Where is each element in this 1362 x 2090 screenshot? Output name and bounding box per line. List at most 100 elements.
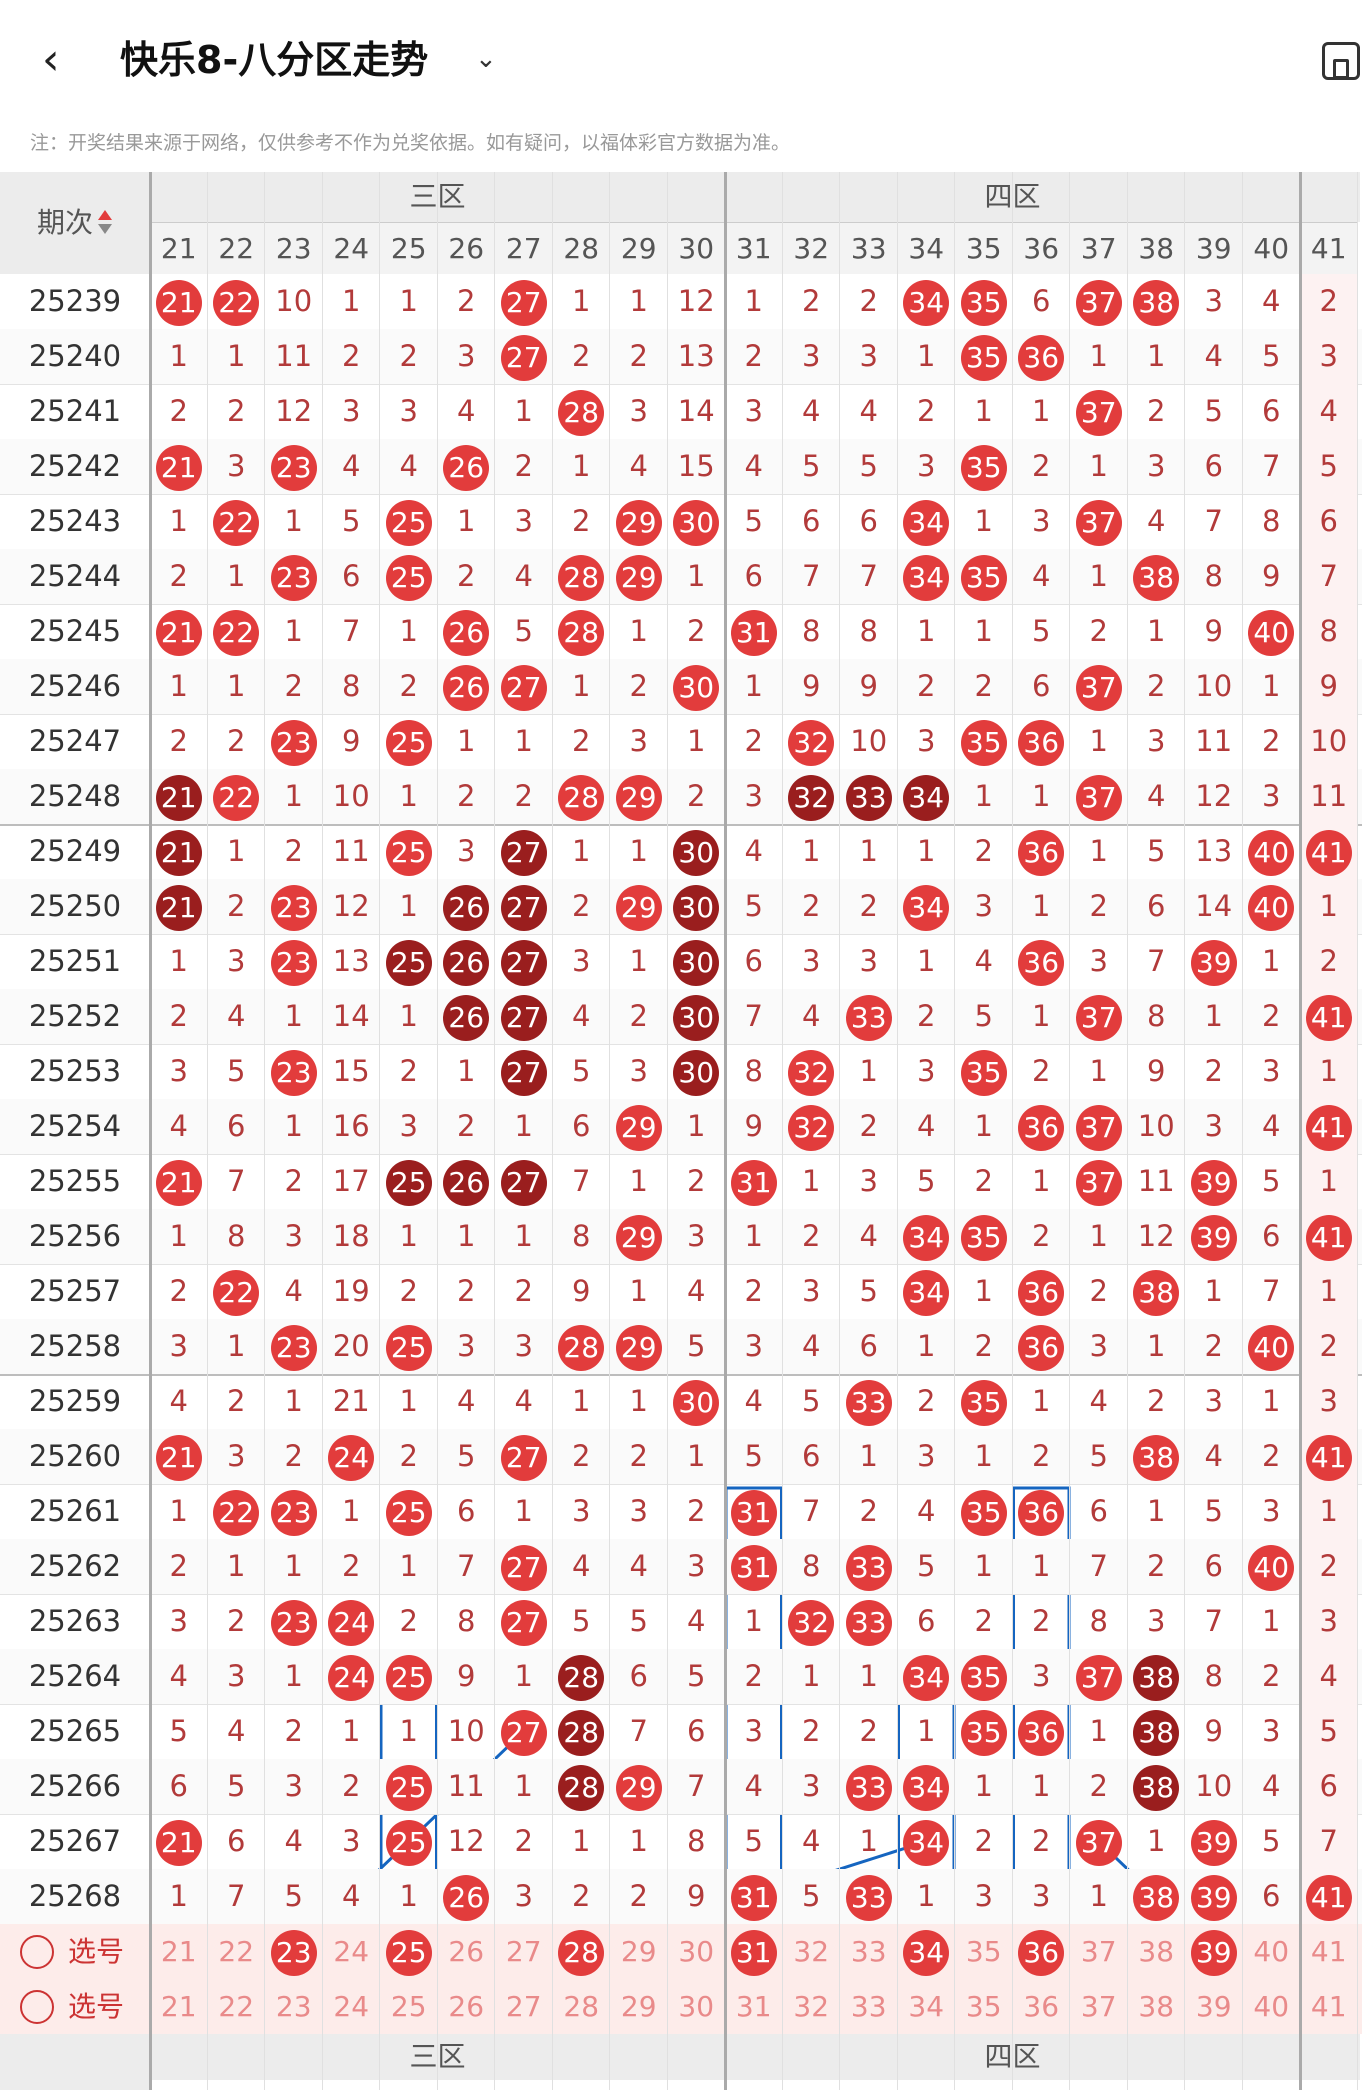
number-ball: 27	[500, 1050, 547, 1096]
trend-cell: 2	[227, 724, 246, 758]
pick-number[interactable]: 21	[160, 1935, 197, 1968]
radio-circle-icon[interactable]	[20, 1990, 54, 2024]
pick-number[interactable]: 25	[390, 1990, 427, 2023]
trend-cell: 3	[227, 1659, 246, 1693]
pick-number[interactable]: 28	[563, 1990, 600, 2023]
trend-cell: 1	[744, 1604, 763, 1638]
period-cell: 25258	[28, 1329, 122, 1363]
trend-cell: 28	[553, 769, 611, 824]
sort-icon[interactable]	[97, 210, 113, 238]
pick-number[interactable]: 35	[965, 1990, 1002, 2023]
trend-cell: 1	[1300, 1154, 1358, 1209]
pick-number[interactable]: 37	[1080, 1990, 1117, 2023]
pick-number[interactable]: 23	[265, 1924, 323, 1979]
pick-number[interactable]: 34	[908, 1990, 945, 2023]
selected-ball[interactable]: 36	[1018, 1930, 1065, 1976]
device-icon[interactable]	[1322, 42, 1360, 80]
pick-number[interactable]: 37	[1080, 1935, 1117, 1968]
pick-number[interactable]: 39	[1185, 1924, 1243, 1979]
pick-number[interactable]: 24	[333, 1990, 370, 2023]
pick-number[interactable]: 26	[448, 1990, 485, 2023]
pick-number[interactable]: 36	[1013, 1924, 1071, 1979]
column-header: 29	[610, 222, 668, 274]
number-ball: 29	[615, 1215, 662, 1261]
number-ball: 32	[788, 775, 835, 821]
period-header[interactable]: 期次	[0, 172, 150, 274]
trend-cell: 4	[687, 1274, 706, 1308]
pick-number[interactable]: 33	[850, 1990, 887, 2023]
pick-number[interactable]: 32	[793, 1935, 830, 1968]
selected-ball[interactable]: 25	[385, 1930, 432, 1976]
pick-number[interactable]: 34	[898, 1924, 956, 1979]
pick-row-label[interactable]: 选号	[0, 1924, 150, 1979]
number-ball: 35	[960, 1710, 1007, 1756]
trend-cell: 4	[457, 394, 476, 428]
pick-number[interactable]: 30	[678, 1990, 715, 2023]
selected-ball[interactable]: 34	[903, 1930, 950, 1976]
pick-number[interactable]: 22	[218, 1990, 255, 2023]
number-ball: 30	[673, 1050, 720, 1096]
radio-circle-icon[interactable]	[20, 1935, 54, 1969]
pick-number[interactable]: 29	[620, 1935, 657, 1968]
number-ball: 28	[558, 1710, 605, 1756]
selected-ball[interactable]: 28	[558, 1930, 605, 1976]
pick-number[interactable]: 35	[965, 1935, 1002, 1968]
trend-cell: 2	[802, 1219, 821, 1253]
selected-ball[interactable]: 39	[1190, 1930, 1237, 1976]
selected-ball[interactable]: 31	[730, 1930, 777, 1976]
pick-number[interactable]: 39	[1195, 1990, 1232, 2023]
pick-number[interactable]: 27	[505, 1990, 542, 2023]
pick-number[interactable]: 41	[1310, 1990, 1347, 2023]
trend-cell: 1	[802, 1659, 821, 1693]
pick-number[interactable]: 29	[620, 1990, 657, 2023]
trend-cell: 1	[1147, 1494, 1166, 1528]
number-ball: 38	[1133, 1655, 1180, 1701]
trend-cell: 32	[783, 714, 841, 769]
pick-number[interactable]: 31	[735, 1990, 772, 2023]
period-cell: 25255	[28, 1164, 122, 1198]
page-title[interactable]: 快乐8-八分区走势	[120, 38, 429, 82]
pick-number[interactable]: 32	[793, 1990, 830, 2023]
pick-number[interactable]: 38	[1138, 1935, 1175, 1968]
trend-cell: 33	[840, 1869, 898, 1924]
pick-row	[0, 1924, 1362, 1979]
pick-number[interactable]: 28	[553, 1924, 611, 1979]
pick-number[interactable]: 23	[275, 1990, 312, 2023]
pick-number[interactable]: 21	[160, 1990, 197, 2023]
trend-cell: 2	[1032, 1824, 1051, 1858]
number-ball: 28	[558, 1765, 605, 1811]
pick-number[interactable]: 40	[1253, 1990, 1290, 2023]
trend-cell: 1	[629, 1274, 648, 1308]
pick-number[interactable]: 38	[1138, 1990, 1175, 2023]
period-cell: 25264	[28, 1659, 122, 1693]
chevron-down-icon[interactable]: ⌄	[475, 44, 497, 74]
trend-cell: 1	[744, 1219, 763, 1253]
pick-number[interactable]: 41	[1310, 1935, 1347, 1968]
selected-ball[interactable]: 23	[270, 1930, 317, 1976]
pick-number[interactable]: 36	[1023, 1990, 1060, 2023]
back-arrow-icon[interactable]: ‹	[42, 34, 60, 85]
pick-number[interactable]: 31	[725, 1924, 783, 1979]
trend-cell: 27	[495, 989, 553, 1044]
trend-cell: 1	[1032, 1769, 1051, 1803]
pick-number[interactable]: 33	[850, 1935, 887, 1968]
pick-number[interactable]: 27	[505, 1935, 542, 1968]
column-divider	[379, 172, 380, 2090]
pick-number[interactable]: 40	[1253, 1935, 1290, 1968]
number-ball: 26	[443, 665, 490, 711]
trend-cell: 3	[1262, 779, 1281, 813]
number-ball: 22	[213, 280, 260, 326]
trend-cell: 1	[687, 724, 706, 758]
pick-number[interactable]: 25	[380, 1924, 438, 1979]
pick-number[interactable]: 30	[678, 1935, 715, 1968]
trend-cell: 1	[169, 669, 188, 703]
trend-cell: 3	[859, 944, 878, 978]
pick-number[interactable]: 22	[218, 1935, 255, 1968]
trend-cell: 1	[457, 1054, 476, 1088]
trend-cell: 8	[687, 1824, 706, 1858]
pick-number[interactable]: 24	[333, 1935, 370, 1968]
pick-number[interactable]: 26	[448, 1935, 485, 1968]
pick-row-label[interactable]: 选号	[0, 1979, 150, 2034]
zone-header-5	[1300, 172, 1360, 222]
period-cell: 25252	[28, 999, 122, 1033]
